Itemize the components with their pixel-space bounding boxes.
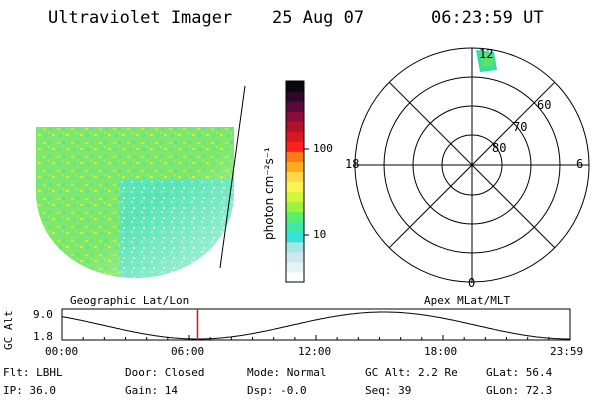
lat-label-80: 80 bbox=[492, 141, 507, 155]
colorbar-segment bbox=[286, 231, 304, 243]
mlt-label-18: 18 bbox=[345, 157, 360, 171]
colorbar-segment bbox=[286, 181, 304, 193]
colorbar-unit-label: photon cm⁻²s⁻¹ bbox=[262, 147, 276, 240]
colorbar-tick-label: 10 bbox=[313, 228, 327, 241]
timeline-axis-label: GC Alt bbox=[2, 310, 15, 350]
colorbar-segment bbox=[286, 201, 304, 213]
colorbar-segment bbox=[286, 111, 304, 122]
timeline-right-title: Apex MLat/MLT bbox=[424, 294, 511, 307]
colorbar-segment bbox=[286, 241, 304, 253]
time-label: 06:23:59 UT bbox=[431, 8, 544, 28]
colorbar-segment bbox=[286, 121, 304, 132]
colorbar-segment bbox=[286, 211, 304, 223]
colorbar-segment bbox=[286, 191, 304, 203]
timeline-y-tick: 1.8 bbox=[33, 330, 53, 343]
timeline-left-title: Geographic Lat/Lon bbox=[70, 294, 190, 307]
timeline-x-tick: 18:00 bbox=[424, 345, 458, 358]
timeline-x-tick: 12:00 bbox=[298, 345, 332, 358]
colorbar-segment bbox=[286, 141, 304, 152]
colorbar-segment bbox=[286, 151, 304, 162]
info-seq: Seq: 39 bbox=[365, 384, 412, 397]
uv-image bbox=[36, 127, 234, 278]
colorbar-segment bbox=[286, 131, 304, 142]
info-ip: IP: 36.0 bbox=[3, 384, 56, 397]
timeline-x-tick: 06:00 bbox=[171, 345, 205, 358]
timeline-ticks bbox=[61, 335, 571, 340]
info-mode: Mode: Normal bbox=[247, 366, 327, 379]
colorbar-segment bbox=[286, 261, 304, 273]
altitude-curve bbox=[61, 311, 570, 340]
colorbar-segment bbox=[286, 271, 304, 283]
colorbar-segment bbox=[286, 91, 304, 102]
info-filter: Flt: LBHL bbox=[3, 366, 63, 379]
polar-plot bbox=[354, 47, 590, 283]
colorbar bbox=[286, 81, 304, 283]
instrument-title: Ultraviolet Imager bbox=[48, 8, 233, 28]
info-door: Door: Closed bbox=[125, 366, 205, 379]
timeline-x-tick: 00:00 bbox=[45, 345, 79, 358]
colorbar-segment bbox=[286, 221, 304, 233]
terminator-line bbox=[219, 85, 246, 269]
mlt-label-6: 6 bbox=[576, 157, 584, 171]
date-label: 25 Aug 07 bbox=[272, 8, 365, 28]
info-gain: Gain: 14 bbox=[125, 384, 178, 397]
colorbar-segment bbox=[286, 161, 304, 172]
timeline-x-tick: 23:59 bbox=[550, 345, 584, 358]
colorbar-segment bbox=[286, 171, 304, 182]
info-gc-alt: GC Alt: 2.2 Re bbox=[365, 366, 458, 379]
info-dsp: Dsp: -0.0 bbox=[247, 384, 307, 397]
colorbar-tick-label: 100 bbox=[313, 142, 333, 155]
colorbar-segment bbox=[286, 251, 304, 263]
colorbar-segment bbox=[286, 81, 304, 92]
info-glat: GLat: 56.4 bbox=[486, 366, 553, 379]
lat-label-70: 70 bbox=[513, 120, 528, 134]
mlt-label-12: 12 bbox=[479, 47, 494, 61]
colorbar-frame bbox=[285, 80, 305, 283]
colorbar-segment bbox=[286, 101, 304, 112]
mlt-label-0: 0 bbox=[468, 276, 476, 290]
timeline-y-tick: 9.0 bbox=[33, 308, 53, 321]
lat-label-60: 60 bbox=[537, 98, 552, 112]
info-glon: GLon: 72.3 bbox=[486, 384, 553, 397]
